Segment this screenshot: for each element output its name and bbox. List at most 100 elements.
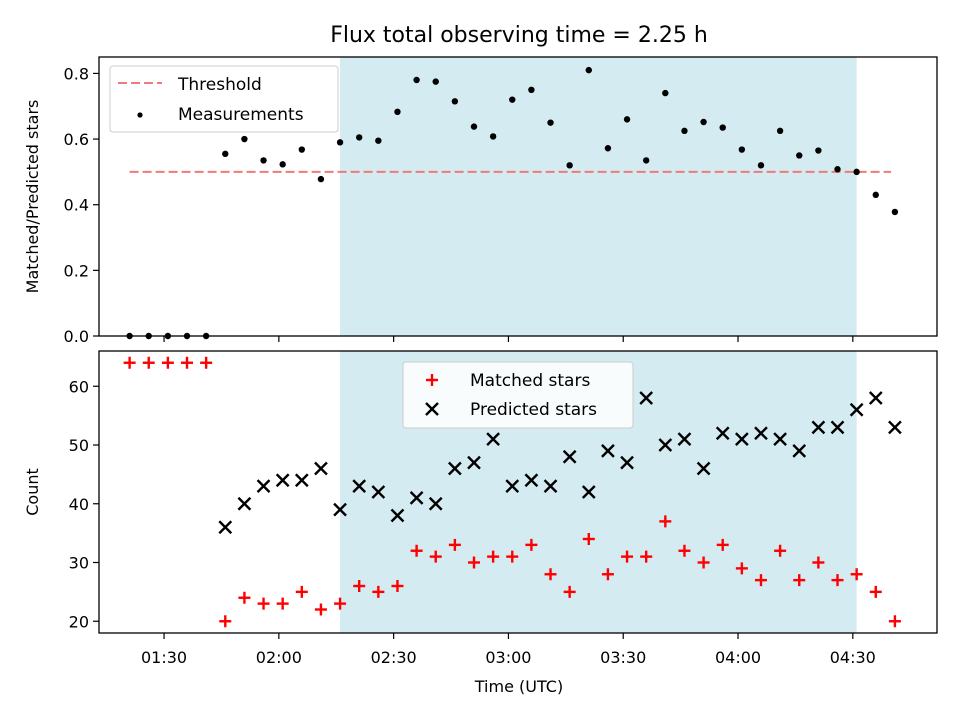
- matched-stars-point: [142, 356, 155, 369]
- predicted-stars-point: [639, 391, 654, 405]
- predicted-stars-point: [294, 473, 309, 488]
- matched-stars-point: [487, 550, 500, 563]
- bottom-legend-box: [402, 361, 634, 429]
- measurement-point: [356, 134, 363, 141]
- predicted-stars-point: [581, 485, 596, 499]
- y-tick-label: 0.0: [64, 327, 89, 346]
- matched-stars-point: [735, 562, 748, 575]
- measurement-point: [489, 133, 497, 140]
- matched-stars-point: [200, 356, 213, 369]
- bottom-legend: Matched stars Predicted stars: [402, 361, 634, 429]
- matched-stars-point: [295, 585, 308, 598]
- predicted-stars-point: [428, 496, 443, 511]
- predicted-stars-point: [792, 444, 807, 458]
- predicted-stars-point: [505, 479, 520, 493]
- matched-stars-point: [659, 515, 672, 528]
- measurement-point: [700, 118, 707, 126]
- predicted-stars-point: [658, 438, 673, 452]
- measurement-point: [394, 108, 401, 116]
- predicted-stars-point: [715, 426, 730, 441]
- predicted-stars-point: [314, 461, 328, 476]
- measurement-point: [375, 137, 382, 144]
- top-legend: Threshold Measurements: [109, 65, 339, 133]
- bottom-y-axis-label: Count: [23, 468, 42, 516]
- predicted-stars-point: [696, 461, 711, 476]
- measurement-point: [279, 161, 286, 168]
- predicted-legend-label: Predicted stars: [470, 400, 597, 420]
- matched-stars-point: [525, 538, 538, 551]
- matched-stars-point: [544, 568, 557, 581]
- matched-stars-point: [467, 556, 480, 569]
- predicted-stars-point: [390, 508, 405, 523]
- matched-stars-point: [563, 585, 576, 598]
- top-legend-box: [109, 65, 339, 133]
- predicted-stars-point: [620, 455, 634, 470]
- y-tick-label: 50: [69, 436, 89, 455]
- measurement-point: [891, 208, 899, 216]
- matched-stars-point: [812, 556, 825, 569]
- x-tick-label: 01:30: [141, 648, 187, 667]
- measurements-legend-label: Measurements: [178, 105, 304, 125]
- top-plot-frame: [98, 56, 938, 337]
- measurement-point: [451, 98, 459, 105]
- measurement-point: [796, 152, 803, 159]
- matched-stars-point: [238, 591, 251, 604]
- measurements-legend-marker: [137, 112, 143, 118]
- predicted-stars-point: [467, 455, 481, 470]
- measurement-point: [317, 175, 325, 183]
- predicted-stars-point: [275, 473, 290, 488]
- top-observing-window: [340, 57, 857, 336]
- predicted-stars-point: [868, 391, 883, 405]
- measurement-point: [834, 166, 841, 173]
- matched-legend-label: Matched stars: [470, 371, 590, 391]
- predicted-stars-point: [849, 402, 864, 417]
- predicted-stars-point: [256, 479, 271, 493]
- measurement-point: [642, 157, 650, 164]
- x-tick-label: 04:00: [715, 648, 761, 667]
- measurement-point: [470, 123, 478, 130]
- matched-stars-point: [601, 568, 614, 581]
- y-tick-label: 0.6: [64, 130, 89, 149]
- bottom-y-ticks: 20 30 40 50 60: [69, 377, 99, 631]
- measurement-point: [585, 66, 592, 74]
- matched-stars-point: [640, 550, 653, 563]
- predicted-stars-point: [409, 491, 424, 505]
- measurement-point: [662, 89, 669, 97]
- measurement-point: [241, 135, 248, 143]
- predicted-stars-point: [735, 432, 749, 446]
- matched-stars-point: [353, 580, 366, 592]
- predicted-stars-point: [677, 432, 692, 446]
- measurement-point: [815, 147, 822, 154]
- measurement-point: [528, 86, 535, 94]
- chart-title: Flux total observing time = 2.25 h: [330, 23, 708, 48]
- measurement-points: [126, 66, 899, 340]
- predicted-stars-point: [562, 449, 577, 464]
- y-tick-label: 0.4: [64, 196, 89, 215]
- matched-stars-point: [621, 550, 634, 563]
- top-panel: 0.00.20.40.60.8 Matched/Predicted stars …: [23, 56, 938, 346]
- matched-stars-point: [716, 538, 729, 551]
- matched-stars-point: [372, 585, 385, 598]
- predicted-stars-point: [448, 461, 462, 476]
- measurement-point: [566, 162, 573, 169]
- bottom-x-ticks: 01:30 02:00 02:30 03:00 03:30 04:00 04:30: [141, 633, 876, 667]
- top-y-ticks: 0.0 0.2 0.4 0.6 0.8: [64, 64, 99, 346]
- matched-stars-point: [448, 538, 461, 551]
- matched-stars-point: [506, 550, 519, 563]
- measurement-point: [336, 139, 344, 146]
- bottom-plot-frame: [98, 350, 938, 634]
- predicted-stars-point: [830, 420, 845, 435]
- top-y-axis-label: Matched/Predicted stars: [23, 100, 42, 294]
- predicted-stars-point: [237, 496, 252, 511]
- predicted-stars-point: [333, 502, 347, 517]
- measurement-point: [757, 162, 765, 169]
- matched-stars-point: [391, 580, 404, 592]
- measurement-point: [681, 127, 688, 135]
- predicted-stars-point: [811, 420, 826, 435]
- measurement-point: [222, 150, 229, 158]
- predicted-stars-point: [371, 485, 386, 499]
- matched-stars-point: [774, 544, 787, 557]
- predicted-stars-point: [524, 473, 539, 488]
- predicted-stars-point: [601, 444, 615, 458]
